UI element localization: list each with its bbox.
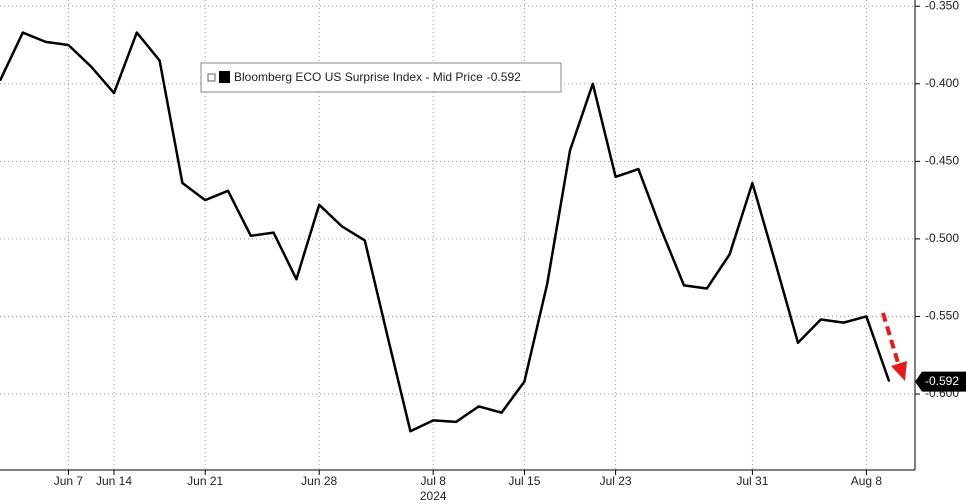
x-tick-label: Jul 8 [421,474,447,488]
x-tick-label: Jul 15 [508,474,540,488]
series-line [0,31,891,433]
y-tick-label: -0.550 [925,309,959,323]
x-tick-label: Jun 21 [187,474,223,488]
legend-swatch [219,71,230,83]
y-tick-label: -0.500 [925,231,959,245]
legend-value: -0.592 [487,70,521,84]
trend-arrow [881,312,901,367]
legend-box [200,62,562,93]
x-tick-label: Jul 31 [736,474,768,488]
legend-name: Bloomberg ECO US Surprise Index - Mid Pr… [234,70,483,84]
last-value-label: -0.592 [925,374,959,388]
legend-entry: Bloomberg ECO US Surprise Index - Mid Pr… [234,70,521,84]
x-tick-label: Aug 8 [851,474,883,488]
last-value-tag [915,371,966,392]
x-tick-label: Jul 23 [600,474,632,488]
y-tick-label: -0.450 [925,153,959,167]
x-tick-label: Jun 7 [54,474,84,488]
x-tick-label: Jun 14 [96,474,132,488]
y-tick-label: -0.350 [925,0,959,12]
y-tick-label: -0.400 [925,76,959,90]
x-axis-label: 2024 [420,489,447,503]
x-tick-label: Jun 28 [301,474,337,488]
legend-toggle [207,73,216,82]
trend-arrowhead [891,361,907,381]
